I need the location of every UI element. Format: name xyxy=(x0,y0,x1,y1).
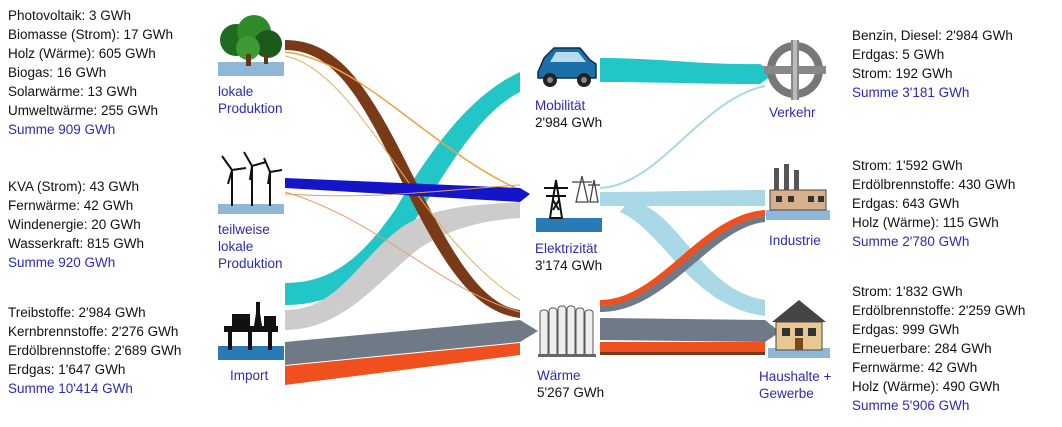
local-line: Biogas: 16 GWh xyxy=(8,65,107,80)
households-line: Strom: 1'832 GWh xyxy=(852,284,963,299)
flow-electricity-to-industry xyxy=(600,190,765,206)
flow-heat-to-households-gas xyxy=(600,318,780,342)
local-production-label: lokale Produktion xyxy=(218,83,283,117)
traffic-line: Erdgas: 5 GWh xyxy=(852,47,945,62)
households-line: Erdgas: 999 GWh xyxy=(852,322,960,337)
traffic-sector-label: Verkehr xyxy=(769,104,816,121)
import-line: Kernbrennstoffe: 2'276 GWh xyxy=(8,324,179,339)
factory-icon xyxy=(766,164,830,220)
import-line: Erdölbrennstoffe: 2'689 GWh xyxy=(8,343,182,358)
sector-name: Haushalte + xyxy=(759,369,832,384)
oil-platform-icon xyxy=(218,300,284,360)
traffic-line: Benzin, Diesel: 2'984 GWh xyxy=(852,28,1013,43)
partial-sum: Summe 920 GWh xyxy=(8,255,116,270)
partial-line: Windenergie: 20 GWh xyxy=(8,217,141,232)
partial-line: KVA (Strom): 43 GWh xyxy=(8,179,140,194)
sector-name: Verkehr xyxy=(769,105,816,120)
carrier-value: 3'174 GWh xyxy=(535,258,603,273)
radiator-icon xyxy=(538,305,596,357)
mobility-carrier-label: Mobilität 2'984 GWh xyxy=(535,97,602,131)
industry-line: Erdgas: 643 GWh xyxy=(852,196,960,211)
households-sum: Summe 5'906 GWh xyxy=(852,398,970,413)
label-line: Produktion xyxy=(218,101,283,116)
flow-mobility-to-traffic xyxy=(600,58,775,84)
flow-local-thin-2 xyxy=(284,55,521,301)
flow-nuclear-to-electricity xyxy=(285,202,520,330)
power-pylon-icon xyxy=(536,175,602,232)
flow-heat-to-households-oil xyxy=(600,342,765,352)
partial-production-label: teilweise lokale Produktion xyxy=(218,221,283,272)
partial-line: Fernwärme: 42 GWh xyxy=(8,198,134,213)
label-line: Produktion xyxy=(218,256,283,271)
import-sum: Summe 10'414 GWh xyxy=(8,381,133,396)
industry-line: Strom: 1'592 GWh xyxy=(852,158,963,173)
flow-heat-to-industry-gas xyxy=(600,216,765,312)
households-line: Erdölbrennstoffe: 2'259 GWh xyxy=(852,303,1026,318)
households-line: Fernwärme: 42 GWh xyxy=(852,360,978,375)
flow-partial-thin-2 xyxy=(284,184,521,197)
flow-wood-to-heat xyxy=(285,40,520,318)
label-line: Import xyxy=(230,368,269,383)
local-line: Biomasse (Strom): 17 GWh xyxy=(8,27,174,42)
industry-line: Holz (Wärme): 115 GWh xyxy=(852,215,999,230)
electricity-carrier-label: Elektrizität 3'174 GWh xyxy=(535,240,602,274)
industry-line: Erdölbrennstoffe: 430 GWh xyxy=(852,177,1016,192)
industry-list: Strom: 1'592 GWh Erdölbrennstoffe: 430 G… xyxy=(852,156,1015,251)
local-sum: Summe 909 GWh xyxy=(8,122,116,137)
households-sector-label: Haushalte + Gewerbe xyxy=(759,368,831,402)
carrier-name: Mobilität xyxy=(535,98,586,113)
carrier-name: Wärme xyxy=(537,368,581,383)
house-icon xyxy=(768,300,830,358)
local-production-list: Photovoltaik: 3 GWh Biomasse (Strom): 17… xyxy=(8,6,173,139)
industry-sector-label: Industrie xyxy=(769,232,821,249)
partial-line: Wasserkraft: 815 GWh xyxy=(8,236,145,251)
car-icon xyxy=(537,47,597,87)
label-line: teilweise xyxy=(218,222,270,237)
highway-interchange-icon xyxy=(764,40,826,100)
import-label: Import xyxy=(230,367,268,384)
traffic-list: Benzin, Diesel: 2'984 GWh Erdgas: 5 GWh … xyxy=(852,26,1013,102)
sector-name: Gewerbe xyxy=(759,386,814,401)
flow-local-thin xyxy=(284,51,521,191)
tree-icon xyxy=(218,15,284,76)
label-line: lokale xyxy=(218,239,254,254)
households-list: Strom: 1'832 GWh Erdölbrennstoffe: 2'259… xyxy=(852,282,1025,415)
heat-carrier-label: Wärme 5'267 GWh xyxy=(537,367,604,401)
wind-turbine-icon xyxy=(218,151,284,214)
local-line: Umweltwärme: 255 GWh xyxy=(8,103,159,118)
import-line: Erdgas: 1'647 GWh xyxy=(8,362,126,377)
flow-electricity-to-traffic xyxy=(599,85,766,189)
households-line: Erneuerbare: 284 GWh xyxy=(852,341,992,356)
local-line: Holz (Wärme): 605 GWh xyxy=(8,46,156,61)
flow-heat-to-households-wood xyxy=(600,352,765,355)
carrier-name: Elektrizität xyxy=(535,241,598,256)
import-line: Treibstoffe: 2'984 GWh xyxy=(8,305,146,320)
local-line: Solarwärme: 13 GWh xyxy=(8,84,138,99)
carrier-value: 2'984 GWh xyxy=(535,115,603,130)
traffic-line: Strom: 192 GWh xyxy=(852,66,953,81)
flow-hydro-to-electricity xyxy=(285,178,530,202)
industry-sum: Summe 2'780 GWh xyxy=(852,234,970,249)
sector-name: Industrie xyxy=(769,233,821,248)
flow-heat-to-industry-oil xyxy=(600,210,765,306)
flow-partial-thin xyxy=(284,191,521,313)
households-line: Holz (Wärme): 490 GWh xyxy=(852,379,1000,394)
flow-gas-to-heat xyxy=(285,320,538,365)
local-line: Photovoltaik: 3 GWh xyxy=(8,8,132,23)
partial-production-list: KVA (Strom): 43 GWh Fernwärme: 42 GWh Wi… xyxy=(8,177,144,272)
carrier-value: 5'267 GWh xyxy=(537,385,605,400)
traffic-sum: Summe 3'181 GWh xyxy=(852,85,970,100)
flow-fuel-to-mobility xyxy=(285,72,520,305)
import-list: Treibstoffe: 2'984 GWh Kernbrennstoffe: … xyxy=(8,303,181,398)
flow-oil-to-heat xyxy=(285,343,520,385)
label-line: lokale xyxy=(218,84,254,99)
